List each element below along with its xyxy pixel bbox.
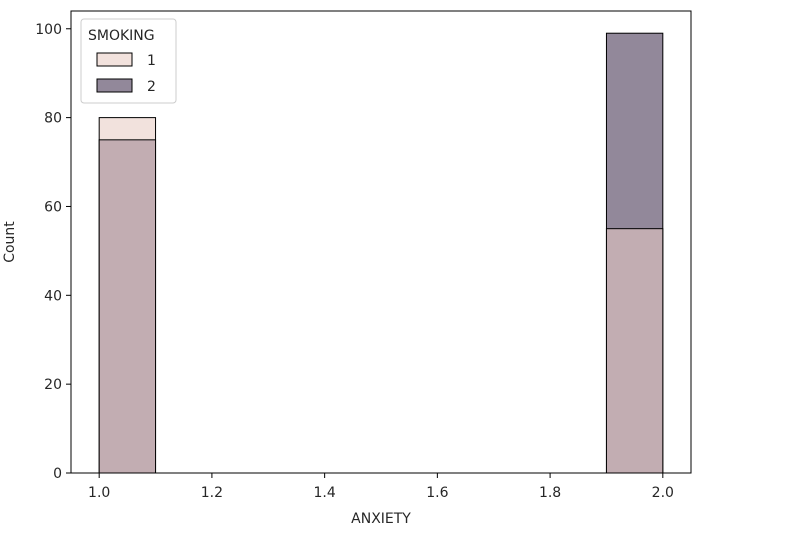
- y-tick-label: 60: [44, 199, 62, 215]
- x-tick-label: 1.8: [539, 485, 561, 501]
- x-tick-label: 2.0: [652, 485, 674, 501]
- y-tick-label: 100: [35, 22, 62, 38]
- x-tick-label: 1.2: [201, 485, 223, 501]
- x-tick-label: 1.4: [314, 485, 336, 501]
- legend-title: SMOKING: [88, 28, 155, 44]
- x-axis-ticks: 1.0 1.2 1.4 1.6 1.8 2.0: [88, 473, 674, 501]
- x-axis-label: ANXIETY: [351, 511, 411, 527]
- y-axis-ticks: 0 20 40 60 80 100: [35, 22, 71, 482]
- y-tick-label: 80: [44, 111, 62, 127]
- y-axis-label: Count: [2, 221, 18, 263]
- legend-swatch-series-2: [96, 78, 133, 93]
- x-tick-label: 1.0: [88, 485, 110, 501]
- x-tick-label: 1.6: [426, 485, 448, 501]
- plot-frame: [70, 10, 692, 474]
- overlap-bars: [98, 139, 664, 474]
- legend-swatch-series-1: [96, 52, 133, 67]
- legend: SMOKING 12: [80, 18, 177, 104]
- y-tick-label: 0: [53, 466, 62, 482]
- y-tick-label: 20: [44, 377, 62, 393]
- y-tick-label: 40: [44, 288, 62, 304]
- bar-overlap-bin-0: [98, 139, 157, 474]
- bar-overlap-bin-1: [605, 228, 664, 474]
- legend-items: 12: [96, 52, 156, 95]
- legend-label-series-2: 2: [147, 79, 156, 95]
- legend-label-series-1: 1: [147, 53, 156, 69]
